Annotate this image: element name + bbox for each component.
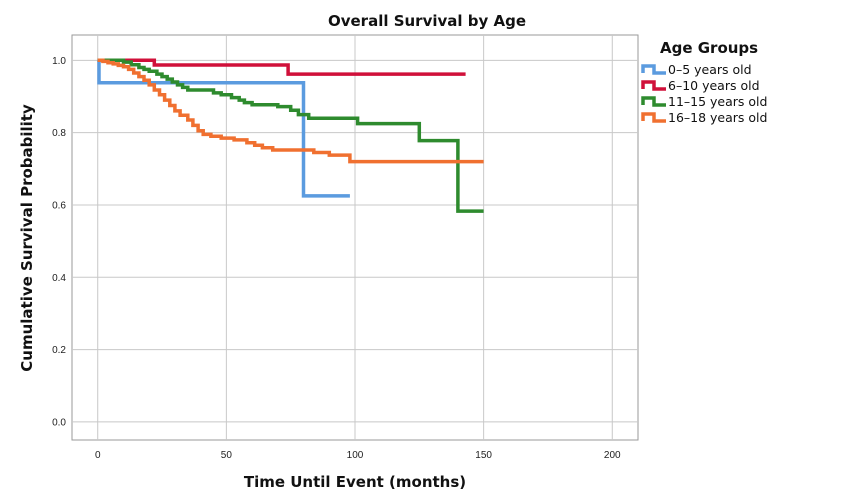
chart-title: Overall Survival by Age	[328, 12, 526, 30]
legend-label-0: 0–5 years old	[668, 62, 752, 77]
y-axis-title: Cumulative Survival Probability	[18, 104, 36, 372]
y-tick-label: 0.4	[52, 273, 66, 284]
x-tick-label: 0	[95, 450, 101, 461]
series-line-2	[97, 58, 484, 213]
series-line-3	[97, 58, 484, 164]
grid-lines	[72, 35, 638, 440]
legend-label-2: 11–15 years old	[668, 94, 767, 109]
x-tick-label: 150	[475, 450, 492, 461]
tick-labels: 0 50 100 150 200 0.0 0.2 0.4 0.6 0.8 1.0	[52, 56, 621, 461]
x-tick-label: 200	[604, 450, 621, 461]
legend-swatch-2	[641, 96, 666, 107]
series-line-1	[97, 58, 466, 76]
x-tick-label: 50	[221, 450, 233, 461]
legend-label-3: 16–18 years old	[668, 110, 767, 125]
x-tick-label: 100	[347, 450, 364, 461]
legend-swatch-0	[641, 64, 666, 75]
y-tick-label: 0.8	[52, 128, 66, 139]
legend-swatch-3	[641, 112, 666, 123]
y-tick-label: 0.0	[52, 417, 66, 428]
legend-label-1: 6–10 years old	[668, 78, 760, 93]
x-axis-title: Time Until Event (months)	[244, 473, 466, 491]
series-lines	[97, 58, 484, 213]
legend-swatch-1	[641, 80, 666, 91]
y-tick-label: 0.6	[52, 200, 66, 211]
y-tick-label: 0.2	[52, 345, 66, 356]
legend-title: Age Groups	[660, 39, 758, 57]
y-tick-label: 1.0	[52, 56, 66, 67]
